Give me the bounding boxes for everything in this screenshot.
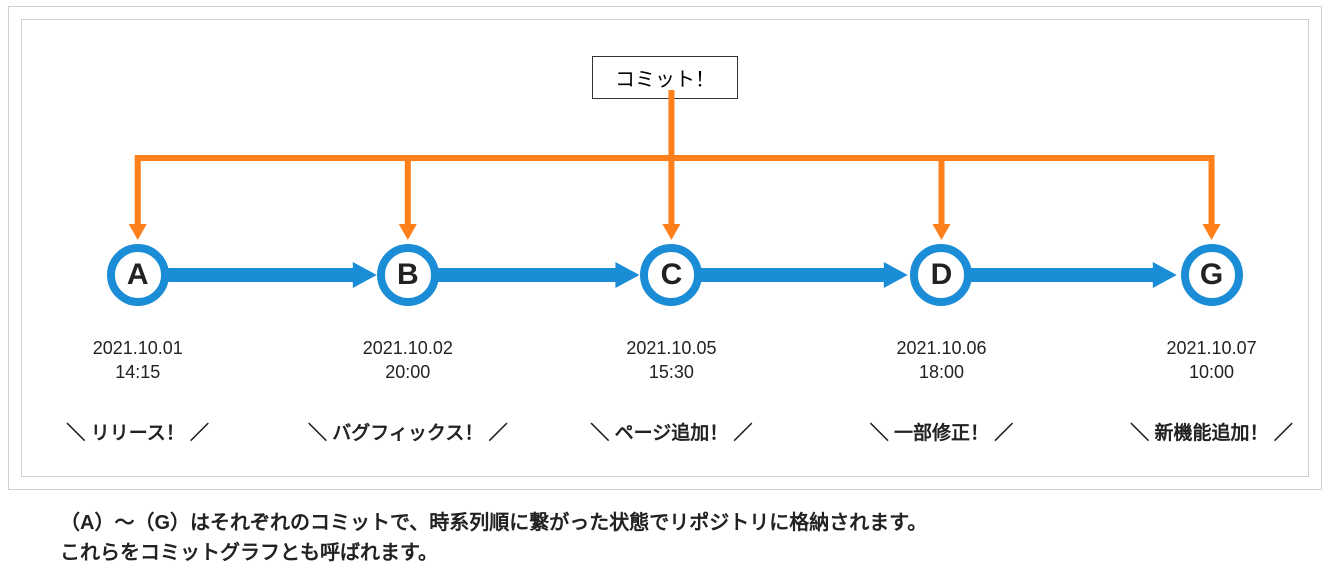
commit-label-box: コミット！ (592, 56, 738, 99)
connector-arrow (435, 268, 639, 282)
commit-time: 14:15 (93, 360, 183, 384)
bracket-arrows (22, 90, 1308, 250)
commit-node: C (640, 244, 702, 306)
commit-node: G (1181, 244, 1243, 306)
commit-desc: ＼ ページ追加！ ／ (590, 418, 752, 445)
commit-datetime: 2021.10.0515:30 (626, 336, 716, 385)
connector-arrow (966, 268, 1177, 282)
caption: （A）〜（G）はそれぞれのコミットで、時系列順に繋がった状態でリポジトリに格納さ… (60, 508, 1270, 568)
commit-desc: ＼ 新機能追加！ ／ (1130, 418, 1293, 445)
commit-desc: ＼ リリース！ ／ (66, 418, 209, 445)
commit-datetime: 2021.10.0618:00 (896, 336, 986, 385)
connector-arrow (697, 268, 908, 282)
commit-node: A (107, 244, 169, 306)
commit-desc: ＼ バグフィックス！ ／ (308, 418, 508, 445)
commit-time: 18:00 (896, 360, 986, 384)
commit-datetime: 2021.10.0220:00 (363, 336, 453, 385)
connector-arrow (166, 268, 377, 282)
commit-node: B (377, 244, 439, 306)
commit-time: 20:00 (363, 360, 453, 384)
caption-line2: これらをコミットグラフとも呼ばれます。 (60, 538, 1270, 568)
commit-time: 15:30 (626, 360, 716, 384)
commit-date: 2021.10.01 (93, 336, 183, 360)
caption-line1: （A）〜（G）はそれぞれのコミットで、時系列順に繋がった状態でリポジトリに格納さ… (60, 508, 1270, 538)
commit-label-text: コミット！ (615, 69, 715, 91)
diagram-frame: コミット！ A B C D G 2021.10.0114:15 2021.10.0220:… (21, 19, 1309, 477)
commit-date: 2021.10.02 (363, 336, 453, 360)
commit-datetime: 2021.10.0114:15 (93, 336, 183, 385)
commit-date: 2021.10.05 (626, 336, 716, 360)
commit-desc: ＼ 一部修正！ ／ (870, 418, 1014, 445)
commit-node: D (910, 244, 972, 306)
commit-date: 2021.10.06 (896, 336, 986, 360)
nodes-row: ABCDG (22, 244, 1308, 314)
commit-time: 10:00 (1167, 360, 1257, 384)
outer-frame: コミット！ A B C D G 2021.10.0114:15 2021.10.0220:… (8, 6, 1322, 490)
commit-datetime: 2021.10.0710:00 (1167, 336, 1257, 385)
commit-date: 2021.10.07 (1167, 336, 1257, 360)
